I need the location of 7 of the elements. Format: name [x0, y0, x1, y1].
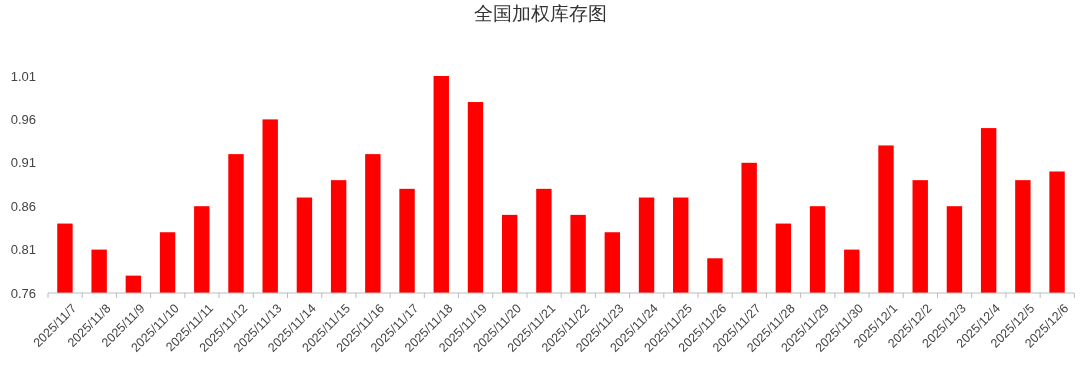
y-tick-label: 0.86 [10, 198, 36, 214]
chart-title: 全国加权库存图 [473, 3, 607, 24]
y-tick-label: 0.91 [10, 155, 36, 171]
y-tick-label: 0.81 [10, 242, 36, 258]
y-tick-label: 0.76 [10, 285, 36, 301]
y-tick-label: 0.96 [10, 111, 36, 127]
y-tick-label: 1.01 [10, 68, 36, 84]
